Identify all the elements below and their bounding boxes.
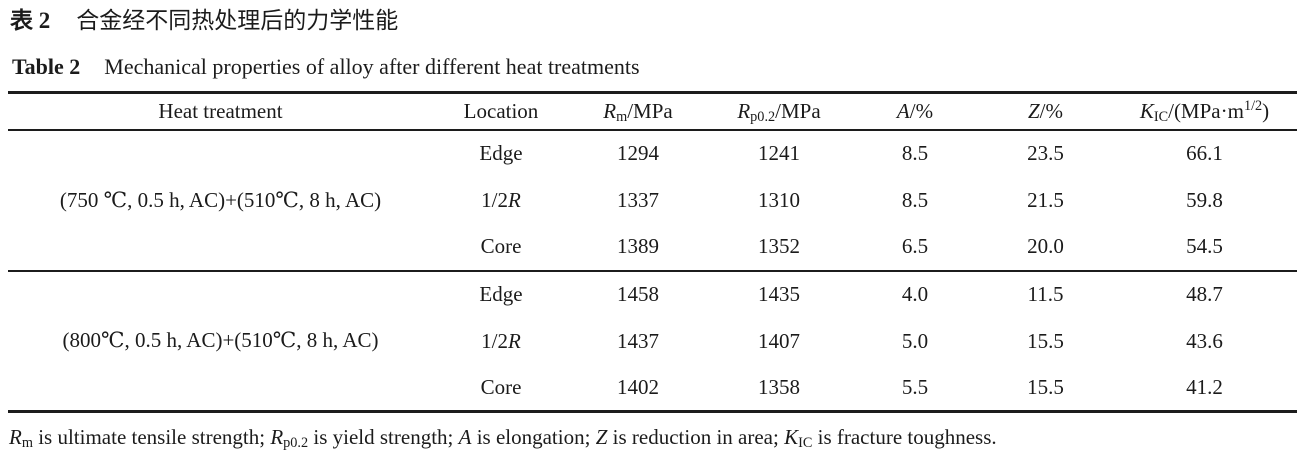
table-row: Core 1389 1352 6.5 20.0 54.5	[8, 224, 1297, 271]
header-heat-treatment: Heat treatment	[158, 98, 283, 123]
treatment-group-800: (800℃, 0.5 h, AC)+(510℃, 8 h, AC) Edge 1…	[8, 271, 1297, 412]
cell-a: 5.5	[901, 374, 929, 399]
header-rm: Rm/MPa	[603, 98, 673, 125]
cell-rm: 1294	[617, 141, 659, 165]
cell-rm: 1458	[617, 282, 659, 306]
cell-heat-treatment-750: (750 ℃, 0.5 h, AC)+(510℃, 8 h, AC)	[59, 187, 382, 212]
table-title-english-text: Mechanical properties of alloy after dif…	[104, 54, 640, 79]
table-footnote: Rm is ultimate tensile strength; Rp0.2 i…	[9, 425, 997, 452]
mechanical-properties-table: Heat treatment Location Rm/MPa Rp0.2/MPa…	[8, 91, 1297, 413]
table-row: 1/2R 1337 1310 8.5 21.5 59.8	[8, 177, 1297, 224]
table-row: Core 1402 1358 5.5 15.5 41.2	[8, 365, 1297, 412]
table-title-english-label: Table 2	[12, 54, 81, 79]
table-row: (800℃, 0.5 h, AC)+(510℃, 8 h, AC) Edge 1…	[8, 271, 1297, 352]
cell-kic: 66.1	[1186, 141, 1223, 165]
table-header: Heat treatment Location Rm/MPa Rp0.2/MPa…	[8, 93, 1297, 130]
cell-kic: 59.8	[1186, 187, 1223, 212]
cell-kic: 54.5	[1186, 234, 1223, 258]
cell-heat-treatment-800: (800℃, 0.5 h, AC)+(510℃, 8 h, AC)	[62, 328, 379, 353]
cell-z: 15.5	[1027, 374, 1064, 399]
cell-kic: 48.7	[1186, 282, 1223, 306]
table-title-english: Table 2 Mechanical properties of alloy af…	[12, 53, 1297, 81]
cell-z: 20.0	[1027, 234, 1064, 258]
cell-rp02: 1358	[758, 374, 800, 399]
table-row: (750 ℃, 0.5 h, AC)+(510℃, 8 h, AC) Edge …	[8, 130, 1297, 212]
cell-rp02: 1435	[758, 282, 800, 306]
cell-location: 1/2R	[481, 187, 521, 212]
header-location: Location	[463, 98, 539, 123]
cell-a: 6.5	[901, 234, 929, 258]
cell-a: 8.5	[901, 141, 929, 165]
header-z: Z/%	[1027, 98, 1063, 123]
cell-location: Core	[480, 374, 522, 399]
cell-a: 8.5	[901, 187, 929, 212]
header-kic: KIC/(MPa·m1/2)	[1139, 97, 1270, 125]
header-a: A/%	[896, 98, 934, 123]
cell-kic: 43.6	[1186, 328, 1223, 353]
header-rp02: Rp0.2/MPa	[737, 98, 821, 125]
cell-kic: 41.2	[1186, 374, 1223, 399]
table-row: 1/2R 1437 1407 5.0 15.5 43.6	[8, 318, 1297, 365]
cell-a: 5.0	[901, 328, 929, 353]
header-row: Heat treatment Location Rm/MPa Rp0.2/MPa…	[8, 93, 1297, 130]
cell-location: Edge	[479, 282, 523, 306]
cell-rp02: 1352	[758, 234, 800, 258]
cell-z: 11.5	[1027, 282, 1064, 306]
cell-location: Edge	[479, 141, 523, 165]
cell-rp02: 1241	[758, 141, 800, 165]
cell-a: 4.0	[901, 282, 929, 306]
cell-rm: 1389	[617, 234, 659, 258]
cell-rm: 1437	[617, 328, 659, 353]
cell-rp02: 1310	[758, 187, 800, 212]
table-title-chinese-label: 表 2	[10, 8, 51, 33]
table-title-chinese: 表 2 合金经不同热处理后的力学性能	[10, 6, 1297, 36]
cell-rp02: 1407	[758, 328, 800, 353]
cell-z: 21.5	[1027, 187, 1064, 212]
cell-z: 15.5	[1027, 328, 1064, 353]
table-title-chinese-text: 合金经不同热处理后的力学性能	[76, 8, 399, 33]
cell-rm: 1402	[617, 374, 659, 399]
cell-z: 23.5	[1027, 141, 1064, 165]
cell-location: Core	[480, 234, 522, 258]
cell-rm: 1337	[617, 187, 659, 212]
treatment-group-750: (750 ℃, 0.5 h, AC)+(510℃, 8 h, AC) Edge …	[8, 130, 1297, 271]
cell-location: 1/2R	[481, 328, 521, 353]
